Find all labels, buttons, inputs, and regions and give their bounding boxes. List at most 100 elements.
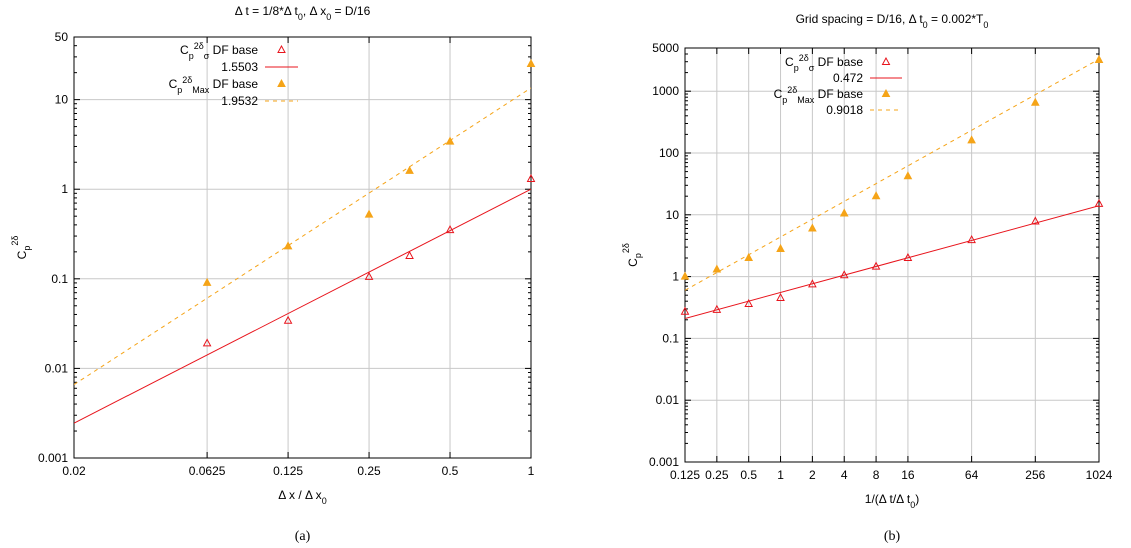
legend-label: 1.5503: [221, 60, 258, 74]
data-point: [1030, 216, 1040, 225]
data-point: [283, 241, 293, 250]
data-point: [526, 173, 536, 183]
grid: [685, 48, 1099, 462]
x-tick-label: 2: [809, 468, 816, 482]
y-tick-label: 1000: [652, 84, 679, 98]
x-tick-label: 0.5: [740, 468, 757, 482]
legend-marker: [277, 78, 286, 87]
chart-title: Δ t = 1/8*Δ t0, Δ x0 = D/16: [235, 4, 371, 22]
data-point: [839, 208, 849, 217]
legend-label: 1.9532: [221, 94, 258, 108]
data-point: [1030, 97, 1040, 106]
fit-line: [74, 87, 531, 385]
data-point: [808, 279, 817, 288]
legend-marker: [277, 44, 286, 53]
legend-marker: [881, 56, 891, 65]
y-tick-label: 0.001: [38, 451, 68, 465]
x-tick-label: 0.02: [62, 464, 86, 478]
plot-frame: [73, 36, 532, 459]
data-point: [871, 261, 881, 270]
y-tick-label: 50: [55, 30, 69, 44]
x-tick-label: 0.125: [670, 468, 700, 482]
x-tick-label: 0.25: [357, 464, 381, 478]
chart-panel-b: 0.125 0.25 0.5 1 2 4 8 16 64 256 1024 0.001 0.01 0.1 1…: [621, 12, 1113, 544]
y-tick-label: 0.001: [649, 455, 679, 469]
data-point: [680, 271, 690, 280]
y-axis-label: Cp2δ: [10, 236, 32, 260]
y-tick-label: 10: [666, 208, 680, 222]
data-point: [202, 277, 212, 286]
x-tick-label: 256: [1025, 468, 1045, 482]
legend-label: 0.9018: [826, 103, 863, 117]
data-point: [744, 252, 754, 261]
y-axis-label: Cp2δ: [621, 243, 643, 267]
fit-line: [685, 205, 1099, 319]
data-point: [405, 250, 414, 259]
x-tick-label: 0.125: [273, 464, 303, 478]
y-tick-label: 1: [672, 270, 679, 284]
x-tick-label: 8: [873, 468, 880, 482]
data-point: [1094, 198, 1104, 207]
legend-label: Cp2δσ DF base: [180, 41, 258, 61]
y-tick-label: 0.1: [662, 331, 679, 345]
chart-title: Grid spacing = D/16, Δ t0 = 0.002*T0: [796, 12, 989, 30]
data-point: [1094, 54, 1104, 63]
y-tick-label: 10: [55, 93, 69, 107]
data-point: [445, 225, 455, 234]
x-tick-label: 0.25: [705, 468, 729, 482]
x-tick-label: 64: [965, 468, 979, 482]
data-point: [283, 315, 293, 324]
legend-label: Cp2δσ DF base: [785, 53, 863, 73]
chart-panel-a: 0.02 0.0625 0.125 0.25 0.5 1 0.001 0.01 0.1 1 10 50…: [10, 4, 536, 544]
data-point: [712, 264, 722, 273]
data-point: [364, 209, 374, 218]
data-point: [202, 338, 212, 347]
x-tick-label: 0.5: [442, 464, 459, 478]
x-tick-label: 0.0625: [189, 464, 226, 478]
data-point: [967, 235, 976, 244]
data-point: [776, 243, 785, 252]
plot-frame: [684, 47, 1100, 463]
data-point: [776, 292, 785, 302]
data-point: [871, 191, 881, 200]
y-tick-label: 5000: [652, 41, 679, 55]
plot-area: [685, 58, 1099, 319]
legend-label: 0.472: [833, 71, 863, 85]
x-tick-label: 4: [841, 468, 848, 482]
data-point: [903, 171, 913, 180]
x-tick-label: 16: [901, 468, 915, 482]
legend-label: Cp2δMax DF base: [774, 85, 864, 105]
data-point: [903, 252, 913, 261]
data-point: [839, 270, 849, 279]
data-point: [526, 58, 536, 67]
legend-label: Cp2δMax DF base: [169, 75, 259, 95]
y-tick-label: 0.01: [45, 361, 69, 375]
x-axis-label: 1/(Δ t/Δ t0): [865, 492, 919, 510]
data-point: [445, 136, 455, 145]
x-tick-label: 1: [528, 464, 535, 478]
y-tick-label: 1: [61, 182, 68, 196]
x-tick-label: 1: [777, 468, 784, 482]
fit-line: [74, 188, 531, 424]
figure-caption: (b): [884, 529, 901, 544]
data-point: [967, 135, 976, 144]
x-axis-label: Δ x / Δ x0: [278, 488, 326, 506]
fit-line: [685, 58, 1099, 291]
data-point: [712, 304, 722, 313]
data-point: [808, 223, 817, 232]
data-point: [744, 298, 754, 308]
x-tick-label: 1024: [1086, 468, 1113, 482]
legend-marker: [881, 88, 891, 97]
data-point: [364, 271, 374, 280]
plot-area: [74, 87, 531, 424]
data-point: [405, 165, 414, 174]
y-tick-label: 0.01: [656, 393, 680, 407]
figure-caption: (a): [295, 529, 311, 544]
data-point: [680, 306, 690, 315]
y-tick-label: 100: [659, 146, 679, 160]
y-tick-label: 0.1: [51, 272, 68, 286]
grid: [74, 37, 531, 458]
